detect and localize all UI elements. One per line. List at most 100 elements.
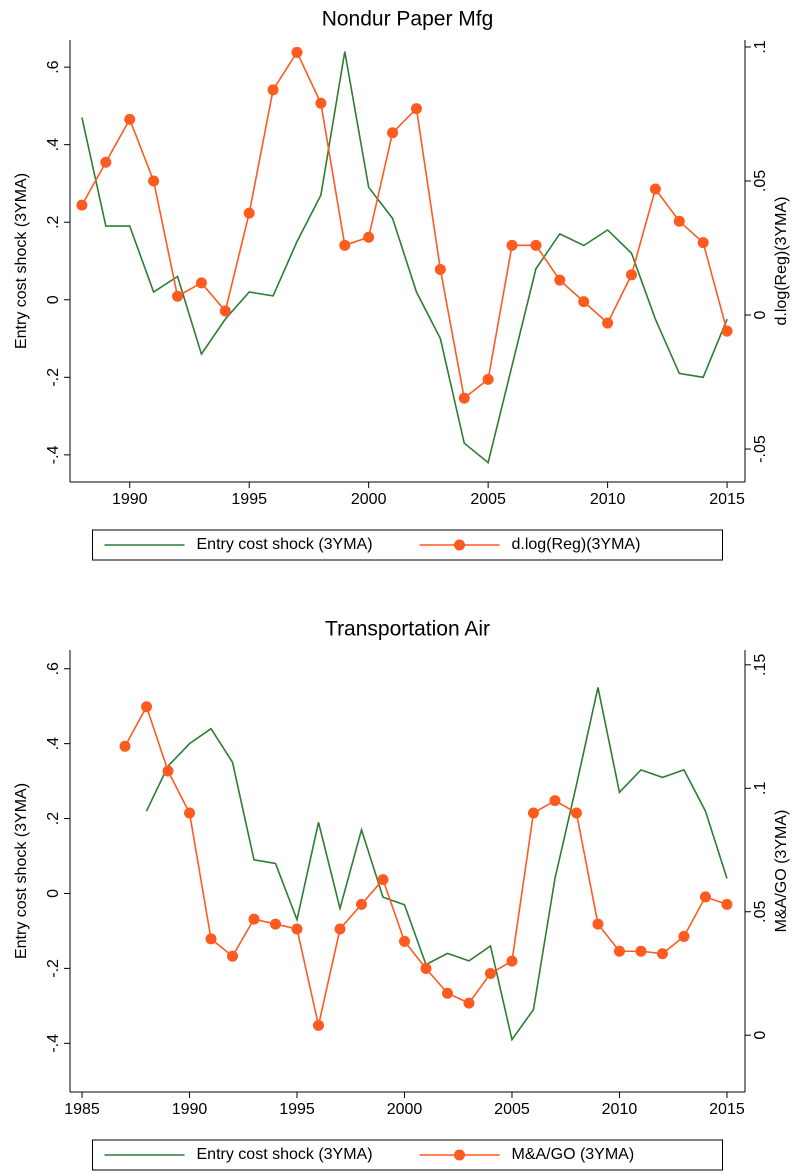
legend-label: Entry cost shock (3YMA) xyxy=(197,1146,373,1163)
series-marker xyxy=(195,277,207,289)
y2-tick-label: .1 xyxy=(752,40,769,53)
chart-title: Nondur Paper Mfg xyxy=(322,8,494,31)
y-tick-label: -.4 xyxy=(45,445,62,464)
series-marker xyxy=(697,237,709,249)
x-tick-label: 1995 xyxy=(279,1101,315,1118)
series-marker xyxy=(172,290,184,302)
x-tick-label: 2005 xyxy=(470,491,506,508)
series-marker xyxy=(602,317,614,329)
y-tick-label: .4 xyxy=(45,737,62,750)
series-marker xyxy=(219,305,231,317)
series-marker xyxy=(530,239,542,251)
series-marker xyxy=(315,97,327,109)
series-marker xyxy=(527,807,539,819)
y-axis-label: Entry cost shock (3YMA) xyxy=(13,173,30,349)
y2-tick-label: 0 xyxy=(752,310,769,319)
series-marker xyxy=(291,923,303,935)
y-tick-label: -.2 xyxy=(45,368,62,387)
y2-tick-label: 0 xyxy=(752,1031,769,1040)
series-marker xyxy=(377,874,389,886)
y-tick-label: -.2 xyxy=(45,959,62,978)
series-marker xyxy=(76,199,88,211)
y2-axis-label: M&A/GO (3YMA) xyxy=(773,810,790,933)
series-marker xyxy=(205,933,217,945)
y2-tick-label: .15 xyxy=(752,654,769,676)
x-tick-label: 2010 xyxy=(602,1101,638,1118)
series-marker xyxy=(227,950,239,962)
legend-marker xyxy=(454,539,465,551)
y2-tick-label: .05 xyxy=(752,170,769,192)
series-marker xyxy=(141,701,153,713)
x-tick-label: 1990 xyxy=(112,491,148,508)
legend-box xyxy=(92,529,723,561)
series-marker xyxy=(410,103,422,115)
x-tick-label: 2010 xyxy=(590,491,626,508)
series-marker xyxy=(673,215,685,227)
y-tick-label: 0 xyxy=(45,889,62,898)
y-tick-label: .2 xyxy=(45,812,62,825)
series-marker xyxy=(554,274,566,286)
series-marker xyxy=(626,269,638,281)
y-tick-label: .6 xyxy=(45,60,62,73)
series-marker xyxy=(721,325,733,337)
series-marker xyxy=(355,898,367,910)
legend-box xyxy=(92,1139,723,1171)
series-marker xyxy=(458,392,470,404)
series-marker xyxy=(363,231,375,243)
y-tick-label: .2 xyxy=(45,215,62,228)
series-marker xyxy=(387,127,399,139)
x-tick-label: 2000 xyxy=(351,491,387,508)
series-marker xyxy=(721,898,733,910)
chart-title: Transportation Air xyxy=(325,618,490,641)
series-marker xyxy=(420,963,432,975)
series-marker xyxy=(100,156,112,168)
x-tick-label: 1990 xyxy=(172,1101,208,1118)
x-tick-label: 2000 xyxy=(387,1101,423,1118)
series-marker xyxy=(506,239,518,251)
legend-label: M&A/GO (3YMA) xyxy=(512,1146,635,1163)
y-tick-label: -.4 xyxy=(45,1034,62,1053)
y-tick-label: .6 xyxy=(45,662,62,675)
series-marker xyxy=(649,183,661,195)
y-axis-label: Entry cost shock (3YMA) xyxy=(13,783,30,959)
series-marker xyxy=(162,765,174,777)
series-marker xyxy=(334,923,346,935)
series-marker xyxy=(578,296,590,308)
series-marker xyxy=(291,46,303,58)
series-marker xyxy=(613,945,625,957)
legend-label: Entry cost shock (3YMA) xyxy=(197,536,373,553)
series-line xyxy=(81,50,728,400)
series-marker xyxy=(549,795,561,807)
series-line xyxy=(145,687,728,1042)
series-marker xyxy=(434,263,446,275)
series-marker xyxy=(678,930,690,942)
series-marker xyxy=(119,740,131,752)
series-marker xyxy=(484,967,496,979)
series-marker xyxy=(506,955,518,967)
legend-marker xyxy=(454,1149,465,1161)
x-tick-label: 2015 xyxy=(709,491,745,508)
series-marker xyxy=(313,1019,325,1031)
series-marker xyxy=(148,175,160,187)
y2-tick-label: .05 xyxy=(752,901,769,923)
series-marker xyxy=(592,918,604,930)
series-marker xyxy=(243,207,255,219)
series-marker xyxy=(656,948,668,960)
y-tick-label: 0 xyxy=(45,295,62,304)
legend-label: d.log(Reg)(3YMA) xyxy=(512,536,641,553)
y2-axis-label: d.log(Reg)(3YMA) xyxy=(773,197,790,326)
series-marker xyxy=(124,113,136,125)
series-marker xyxy=(635,945,647,957)
series-marker xyxy=(184,807,196,819)
panel: Nondur Paper Mfg 1990 1995 2000 2005 2010 2015… xyxy=(13,8,790,561)
x-tick-label: 1995 xyxy=(231,491,267,508)
y2-tick-label: -.05 xyxy=(752,435,769,463)
x-tick-label: 2015 xyxy=(709,1101,745,1118)
series-marker xyxy=(570,807,582,819)
x-tick-label: 2005 xyxy=(494,1101,530,1118)
series-marker xyxy=(441,987,453,999)
series-line xyxy=(124,704,728,1026)
y-tick-label: .4 xyxy=(45,138,62,151)
series-marker xyxy=(270,918,282,930)
